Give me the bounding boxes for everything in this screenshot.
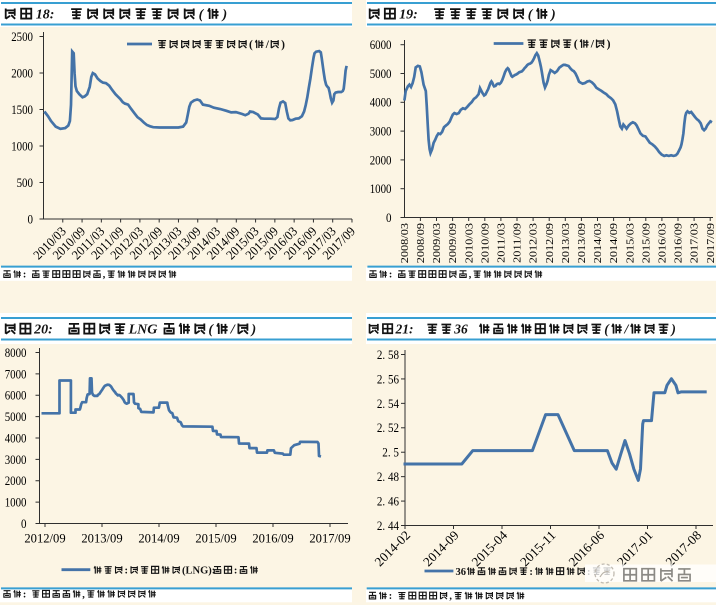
svg-text:2008/09: 2008/09: [416, 223, 427, 264]
svg-text:4000: 4000: [370, 95, 392, 110]
svg-text:1000: 1000: [370, 181, 392, 196]
svg-text:2016/09: 2016/09: [252, 531, 293, 546]
svg-text:2013/03: 2013/03: [561, 223, 572, 264]
svg-text:19:: 19:: [399, 8, 418, 23]
svg-text:): ): [281, 39, 285, 51]
svg-text:2. 54: 2. 54: [377, 396, 400, 411]
svg-text::: :: [529, 567, 533, 578]
svg-text:): ): [250, 323, 257, 338]
svg-text:2017/09: 2017/09: [706, 223, 716, 264]
svg-text::: :: [23, 590, 26, 601]
svg-text:2010/09: 2010/09: [480, 223, 491, 264]
svg-text:2017/03: 2017/03: [689, 223, 700, 264]
svg-text:5000: 5000: [5, 409, 27, 424]
svg-text::: :: [389, 270, 392, 281]
svg-text:2. 52: 2. 52: [377, 420, 399, 435]
svg-text:(: (: [574, 37, 578, 51]
svg-text:,: ,: [103, 270, 106, 281]
svg-text:2. 46: 2. 46: [377, 494, 400, 509]
svg-text:2. 58: 2. 58: [377, 347, 399, 362]
svg-text::: :: [125, 566, 129, 577]
svg-text:(: (: [199, 8, 205, 23]
svg-text:/: /: [624, 321, 630, 336]
svg-text:36: 36: [456, 567, 467, 578]
svg-text:8000: 8000: [5, 345, 27, 360]
svg-text:2011/03: 2011/03: [496, 223, 507, 263]
svg-text:(LNG):: (LNG):: [182, 566, 215, 577]
svg-text:20:: 20:: [33, 323, 53, 338]
svg-text:18:: 18:: [36, 8, 55, 23]
svg-text:(: (: [249, 39, 253, 51]
svg-text:2000: 2000: [11, 65, 33, 80]
svg-text:5000: 5000: [370, 66, 392, 81]
svg-text:2. 56: 2. 56: [377, 371, 400, 386]
svg-text:/: /: [265, 39, 270, 51]
svg-text:2016/03: 2016/03: [657, 223, 668, 264]
svg-text:36: 36: [453, 321, 468, 336]
svg-text:7000: 7000: [5, 366, 27, 381]
svg-text:LNG: LNG: [128, 323, 158, 338]
svg-text:2500: 2500: [11, 29, 33, 44]
svg-text:(: (: [604, 321, 610, 336]
svg-text:/: /: [230, 323, 236, 338]
svg-text:2010/03: 2010/03: [464, 223, 475, 264]
svg-text:3000: 3000: [370, 124, 392, 139]
svg-text::: :: [23, 270, 26, 281]
svg-text:2013/09: 2013/09: [577, 223, 588, 264]
svg-text:2000: 2000: [5, 473, 27, 488]
svg-text:/: /: [590, 37, 595, 51]
svg-text:4000: 4000: [5, 430, 27, 445]
svg-text:6000: 6000: [370, 37, 392, 52]
svg-text:2012/03: 2012/03: [528, 223, 539, 264]
svg-text:1500: 1500: [11, 102, 33, 117]
svg-text:(: (: [528, 8, 534, 23]
svg-text:2011/09: 2011/09: [512, 223, 523, 263]
svg-text:21:: 21:: [395, 321, 414, 336]
svg-text:(: (: [208, 323, 214, 338]
svg-text:2009/09: 2009/09: [448, 223, 459, 264]
svg-text:2000: 2000: [370, 152, 392, 167]
svg-text:2. 44: 2. 44: [377, 518, 400, 533]
svg-text:0: 0: [21, 516, 27, 531]
svg-text:2012/09: 2012/09: [24, 531, 65, 546]
svg-text:0: 0: [386, 210, 392, 225]
svg-text:2015/09: 2015/09: [195, 531, 236, 546]
svg-text::: :: [234, 566, 238, 577]
svg-text:500: 500: [17, 175, 33, 190]
svg-text:3000: 3000: [5, 452, 27, 467]
svg-text:2008/03: 2008/03: [400, 223, 411, 264]
svg-text:2. 5: 2. 5: [382, 445, 399, 460]
svg-text:,: ,: [469, 270, 472, 281]
svg-text:2014/03: 2014/03: [593, 223, 604, 264]
svg-text:2015/03: 2015/03: [625, 223, 636, 264]
svg-text:1000: 1000: [5, 495, 27, 510]
svg-text:2015/09: 2015/09: [641, 223, 652, 264]
svg-text:2014/09: 2014/09: [609, 223, 620, 264]
svg-text::: :: [389, 591, 392, 602]
svg-text:0: 0: [28, 211, 34, 226]
svg-text:2017/09: 2017/09: [309, 531, 350, 546]
svg-text:): ): [607, 37, 611, 51]
svg-text:6000: 6000: [5, 388, 27, 403]
svg-text:): ): [549, 8, 556, 23]
svg-text:): ): [221, 8, 228, 23]
svg-text:,: ,: [82, 590, 85, 601]
svg-text:2013/09: 2013/09: [81, 531, 122, 546]
svg-text:2016/09: 2016/09: [673, 223, 684, 264]
svg-text:2009/03: 2009/03: [432, 223, 443, 264]
svg-text:,: ,: [449, 591, 452, 602]
svg-text:2. 48: 2. 48: [377, 469, 399, 484]
svg-text:1000: 1000: [11, 138, 33, 153]
svg-text:): ): [669, 321, 676, 336]
svg-text:2014/09: 2014/09: [138, 531, 179, 546]
svg-text:2012/09: 2012/09: [545, 223, 556, 264]
